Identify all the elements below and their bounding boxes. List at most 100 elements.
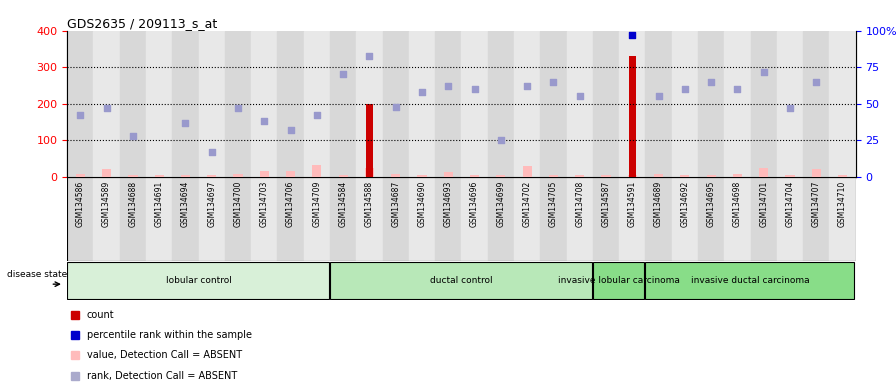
Bar: [566, 31, 593, 177]
Bar: [751, 177, 777, 261]
Text: count: count: [87, 310, 115, 320]
Text: value, Detection Call = ABSENT: value, Detection Call = ABSENT: [87, 350, 242, 360]
Bar: [251, 31, 278, 177]
Point: [547, 79, 561, 85]
Bar: [838, 175, 847, 177]
Bar: [435, 31, 461, 177]
Bar: [645, 31, 672, 177]
Bar: [383, 31, 409, 177]
Bar: [146, 31, 172, 177]
Bar: [733, 174, 742, 177]
Point: [651, 93, 666, 99]
Point: [441, 83, 455, 89]
Bar: [199, 31, 225, 177]
Text: GSM134700: GSM134700: [234, 181, 243, 227]
Bar: [207, 175, 216, 177]
Text: GSM134706: GSM134706: [286, 181, 295, 227]
Point: [310, 112, 324, 118]
Point: [204, 149, 219, 155]
Point: [231, 105, 246, 111]
Bar: [629, 56, 635, 177]
Text: GSM134704: GSM134704: [786, 181, 795, 227]
Bar: [76, 174, 85, 177]
Bar: [540, 177, 566, 261]
Point: [99, 105, 114, 111]
Bar: [120, 177, 146, 261]
Point: [756, 68, 771, 74]
Bar: [470, 175, 479, 177]
Bar: [496, 175, 505, 177]
Bar: [619, 31, 645, 177]
Bar: [593, 177, 619, 261]
Text: GSM134698: GSM134698: [733, 181, 742, 227]
Point: [809, 79, 823, 85]
Bar: [286, 171, 295, 177]
Point: [125, 133, 140, 139]
Bar: [628, 175, 637, 177]
Bar: [304, 177, 330, 261]
Text: GSM134702: GSM134702: [522, 181, 531, 227]
Text: invasive ductal carcinoma: invasive ductal carcinoma: [691, 276, 810, 285]
Bar: [102, 169, 111, 177]
Text: GSM134588: GSM134588: [365, 181, 374, 227]
Bar: [225, 31, 251, 177]
Bar: [339, 175, 348, 177]
Text: GSM134709: GSM134709: [313, 181, 322, 227]
Bar: [330, 31, 357, 177]
Bar: [357, 177, 383, 261]
Text: ductal control: ductal control: [430, 276, 493, 285]
Point: [468, 86, 482, 92]
Text: invasive lobular carcinoma: invasive lobular carcinoma: [558, 276, 680, 285]
Bar: [67, 31, 93, 177]
Bar: [680, 175, 689, 177]
Text: GSM134692: GSM134692: [680, 181, 689, 227]
Text: GSM134591: GSM134591: [628, 181, 637, 227]
Bar: [278, 177, 304, 261]
Bar: [225, 177, 251, 261]
Text: GSM134695: GSM134695: [707, 181, 716, 227]
Bar: [330, 177, 357, 261]
Bar: [172, 177, 199, 261]
Bar: [672, 177, 698, 261]
Text: GSM134691: GSM134691: [155, 181, 164, 227]
Bar: [830, 177, 856, 261]
Bar: [593, 262, 644, 299]
Text: GSM134589: GSM134589: [102, 181, 111, 227]
Text: GSM134697: GSM134697: [207, 181, 216, 227]
Bar: [522, 166, 531, 177]
Text: GSM134690: GSM134690: [418, 181, 426, 227]
Bar: [181, 175, 190, 177]
Text: GSM134689: GSM134689: [654, 181, 663, 227]
Bar: [593, 31, 619, 177]
Bar: [759, 167, 768, 177]
Point: [677, 86, 692, 92]
Text: GSM134687: GSM134687: [392, 181, 401, 227]
Bar: [549, 175, 558, 177]
Bar: [146, 177, 172, 261]
Bar: [724, 31, 751, 177]
Text: disease state: disease state: [7, 270, 67, 279]
Bar: [461, 177, 487, 261]
Point: [783, 105, 797, 111]
Bar: [67, 262, 329, 299]
Point: [283, 127, 297, 133]
Point: [73, 112, 88, 118]
Text: GSM134707: GSM134707: [812, 181, 821, 227]
Bar: [155, 175, 164, 177]
Bar: [365, 167, 374, 177]
Point: [625, 32, 640, 38]
Bar: [313, 165, 322, 177]
Text: GSM134708: GSM134708: [575, 181, 584, 227]
Point: [494, 137, 508, 143]
Bar: [514, 177, 540, 261]
Bar: [487, 177, 514, 261]
Bar: [93, 31, 120, 177]
Point: [704, 79, 719, 85]
Bar: [444, 172, 452, 177]
Text: GSM134688: GSM134688: [128, 181, 137, 227]
Bar: [357, 31, 383, 177]
Point: [730, 86, 745, 92]
Bar: [707, 175, 716, 177]
Bar: [93, 177, 120, 261]
Text: GSM134705: GSM134705: [549, 181, 558, 227]
